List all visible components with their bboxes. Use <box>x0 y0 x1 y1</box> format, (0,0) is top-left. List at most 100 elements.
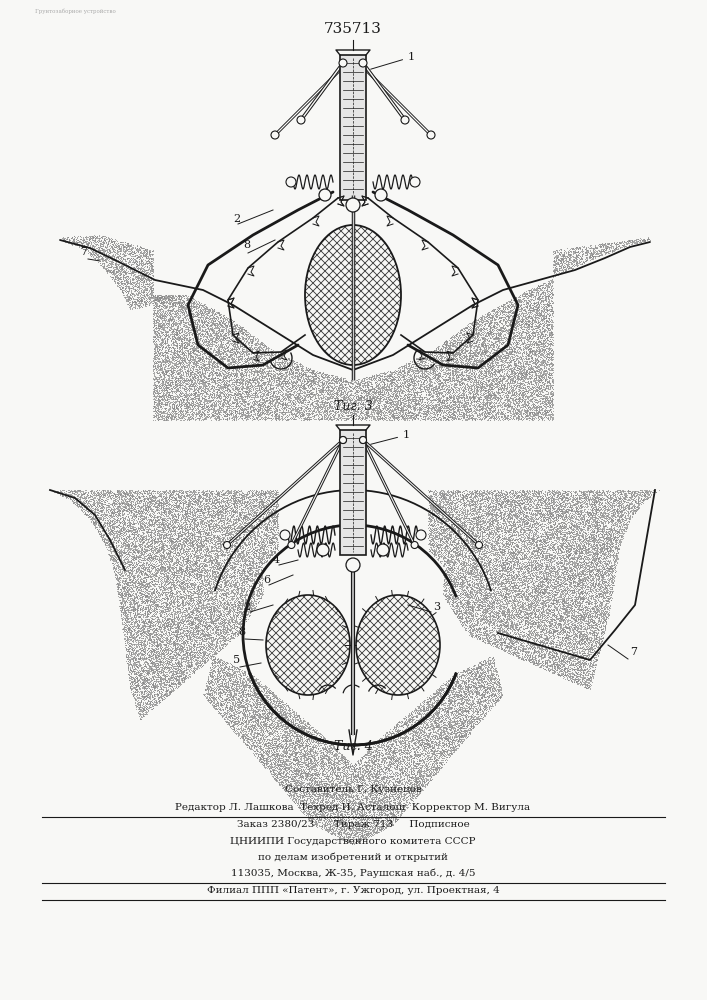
Point <box>462 690 474 706</box>
Point <box>161 546 173 562</box>
Point <box>253 497 264 513</box>
Point <box>219 615 230 631</box>
Point <box>440 541 452 557</box>
Point <box>464 670 476 686</box>
Point <box>539 540 551 556</box>
Point <box>106 523 117 539</box>
Point <box>172 376 183 392</box>
Point <box>527 361 538 377</box>
Point <box>244 596 255 612</box>
Point <box>446 517 457 533</box>
Point <box>156 319 167 335</box>
Point <box>532 571 543 587</box>
Point <box>546 393 557 409</box>
Point <box>299 388 310 404</box>
Point <box>313 727 325 743</box>
Point <box>216 608 228 624</box>
Point <box>602 542 613 558</box>
Point <box>241 405 252 421</box>
Point <box>98 255 110 271</box>
Point <box>173 641 185 657</box>
Point <box>412 363 423 379</box>
Point <box>352 763 363 779</box>
Point <box>329 815 341 831</box>
Point <box>214 359 226 375</box>
Point <box>127 246 139 262</box>
Point <box>589 589 600 605</box>
Point <box>473 535 484 551</box>
Point <box>127 657 139 673</box>
Point <box>286 759 297 775</box>
Point <box>111 514 122 530</box>
Point <box>419 370 431 386</box>
Point <box>585 510 596 526</box>
Point <box>513 567 525 583</box>
Point <box>385 391 397 407</box>
Point <box>595 565 606 581</box>
Point <box>206 361 217 377</box>
Point <box>558 611 569 627</box>
Point <box>173 350 184 366</box>
Point <box>527 363 538 379</box>
Point <box>445 568 457 584</box>
Point <box>515 588 526 604</box>
Point <box>451 528 462 544</box>
Point <box>597 241 609 257</box>
Point <box>488 518 499 534</box>
Point <box>417 753 428 769</box>
Point <box>340 818 351 834</box>
Point <box>440 412 452 428</box>
Point <box>486 695 498 711</box>
Point <box>240 375 251 391</box>
Point <box>415 401 426 417</box>
Point <box>140 500 151 516</box>
Point <box>574 251 585 267</box>
Point <box>525 554 537 570</box>
Point <box>527 558 538 574</box>
Point <box>155 295 166 311</box>
Point <box>194 332 206 348</box>
Point <box>209 495 220 511</box>
Point <box>268 368 279 384</box>
Point <box>604 590 616 606</box>
Point <box>287 392 298 408</box>
Point <box>119 492 131 508</box>
Point <box>160 484 171 500</box>
Point <box>459 554 470 570</box>
Point <box>520 615 531 631</box>
Point <box>503 575 514 591</box>
Point <box>195 569 206 585</box>
Point <box>165 582 176 598</box>
Point <box>158 651 169 667</box>
Point <box>196 389 207 405</box>
Point <box>457 385 469 401</box>
Point <box>544 624 555 640</box>
Point <box>464 371 475 387</box>
Point <box>608 235 619 251</box>
Point <box>605 592 617 608</box>
Point <box>472 502 483 518</box>
Point <box>511 587 522 603</box>
Point <box>263 384 274 400</box>
Point <box>453 554 464 570</box>
Point <box>239 551 250 567</box>
Point <box>192 600 204 616</box>
Point <box>122 648 134 664</box>
Point <box>428 535 439 551</box>
Point <box>585 646 597 662</box>
Point <box>88 506 99 522</box>
Point <box>144 246 155 262</box>
Point <box>414 352 426 368</box>
Point <box>95 528 106 544</box>
Point <box>88 509 99 525</box>
Point <box>619 236 630 252</box>
Point <box>584 680 595 696</box>
Point <box>470 670 481 686</box>
Point <box>325 379 337 395</box>
Point <box>517 556 528 572</box>
Point <box>537 391 548 407</box>
Point <box>636 488 647 504</box>
Point <box>530 614 542 630</box>
Point <box>446 697 457 713</box>
Point <box>360 401 371 417</box>
